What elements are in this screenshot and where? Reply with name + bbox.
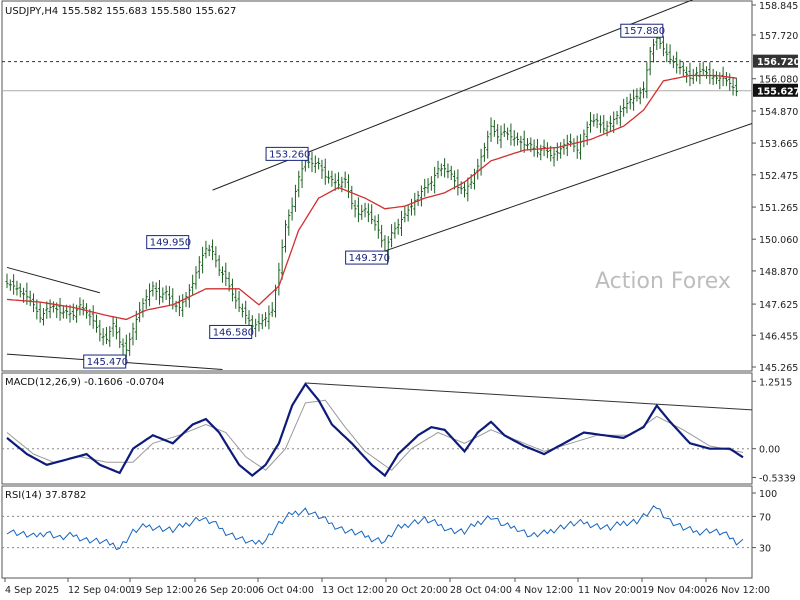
x-axis-tick-label: 4 Sep 2025 [5,585,59,596]
y-axis-tick-label: 157.720 [759,31,798,42]
rsi-line [6,505,744,551]
x-axis-tick-label: 11 Nov 20:00 [578,585,642,596]
rsi-y-tick-label: 30 [759,544,771,555]
y-axis-tick-label: 147.625 [759,300,798,311]
price-annotation-label: 146.580 [213,327,254,338]
y-axis-tick-label: 151.265 [759,203,798,214]
price-annotation-label: 157.880 [624,26,665,37]
moving-average-line [6,74,737,321]
macd-signal-line [6,399,744,471]
y-axis-tick-label: 158.845 [759,1,798,12]
price-annotation-label: 145.470 [87,357,128,368]
price-annotation-box [620,23,664,38]
rsi-y-tick-label: 70 [759,512,771,523]
y-axis-tick-label: 154.870 [759,107,798,118]
price-pane-title: USDJPY,H4 155.582 155.683 155.580 155.62… [5,6,236,17]
x-axis-tick-label: 19 Nov 04:00 [642,585,706,596]
macd-trend-line [305,382,753,411]
price-annotation-box [345,250,389,265]
price-annotation-label: 153.260 [269,149,310,160]
rsi-pane-title: RSI(14) 37.8782 [5,490,86,501]
y-axis-tick-label: 152.475 [759,171,798,182]
macd-pane: MACD(12,26,9) -0.1606 -0.0704 1.2515 0.00 -… [1,372,796,485]
resistance-level-badge [753,54,798,68]
x-axis-tick-label: 6 Oct 04:00 [258,585,314,596]
x-axis-tick-label: 4 Nov 12:00 [515,585,573,596]
price-annotation-box [83,354,127,369]
rsi-pane: RSI(14) 37.8782 100 70 30 [1,485,777,579]
y-axis-tick-label: 156.080 [759,75,798,86]
price-annotation-box [265,146,309,161]
price-annotation-label: 149.950 [150,238,191,249]
macd-pane-frame [1,372,753,485]
current-price-label: 155.627 [757,86,800,97]
watermark: Action Forex [595,269,731,294]
macd-line [6,382,744,478]
x-axis-tick-label: 13 Oct 12:00 [322,585,384,596]
y-axis-tick-label: 148.870 [759,267,798,278]
macd-y-tick-label: 0.00 [759,445,780,456]
x-axis-tick-label: 26 Nov 12:00 [706,585,770,596]
price-pane-frame [1,0,753,372]
price-annotation-label: 149.370 [349,253,390,264]
y-axis-tick-label: 150.060 [759,235,798,246]
price-pane: USDJPY,H4 155.582 155.683 155.580 155.62… [1,0,800,374]
resistance-level-label: 156.720 [757,57,800,68]
macd-pane-title: MACD(12,26,9) -0.1606 -0.0704 [5,377,165,388]
x-axis-tick-label: 26 Sep 20:00 [195,585,258,596]
current-price-badge [753,83,798,97]
x-axis-tick-label: 20 Oct 20:00 [386,585,448,596]
macd-y-tick-label: 1.2515 [759,377,792,388]
rsi-pane-frame [1,485,753,579]
x-axis-tick-label: 12 Sep 04:00 [68,585,131,596]
trend-line [6,266,100,294]
price-annotation-box [209,324,253,339]
x-axis-tick-label: 19 Sep 12:00 [130,585,193,596]
y-axis-tick-label: 153.665 [759,139,798,150]
price-annotation-box [146,235,190,250]
trend-line [368,123,753,258]
macd-y-tick-label: -0.5339 [759,473,796,484]
y-axis-tick-label: 145.265 [759,363,798,374]
x-axis-tick-label: 28 Oct 04:00 [450,585,512,596]
y-axis-tick-label: 146.455 [759,331,798,342]
rsi-y-tick-label: 100 [759,489,777,500]
